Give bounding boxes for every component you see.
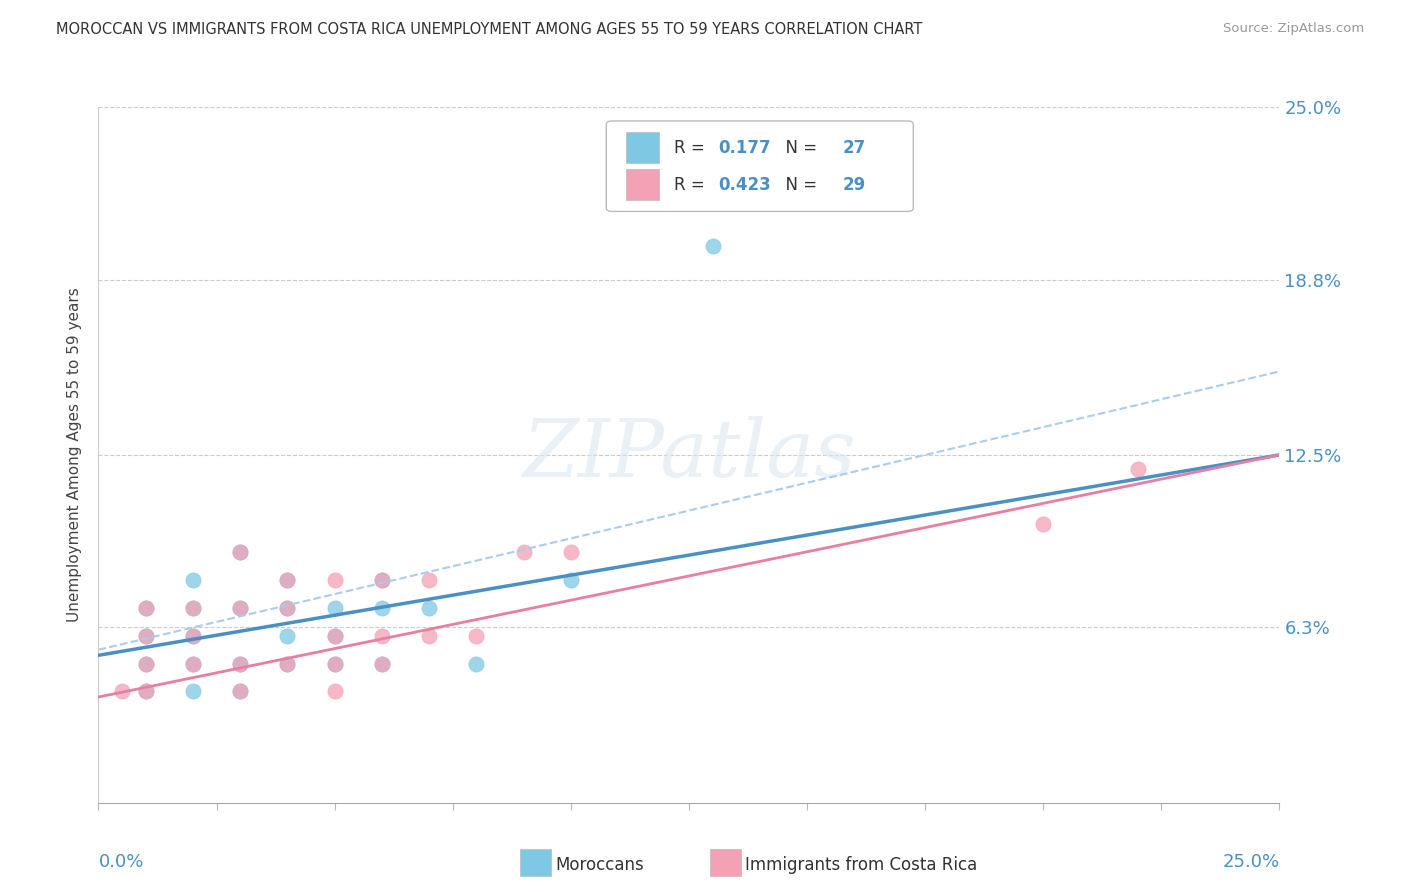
Text: MOROCCAN VS IMMIGRANTS FROM COSTA RICA UNEMPLOYMENT AMONG AGES 55 TO 59 YEARS CO: MOROCCAN VS IMMIGRANTS FROM COSTA RICA U…: [56, 22, 922, 37]
Point: [181, 601, 204, 615]
Point: [512, 545, 534, 559]
Point: [418, 629, 440, 643]
Point: [323, 657, 346, 671]
Point: [135, 684, 157, 698]
Point: [229, 545, 252, 559]
Point: [371, 657, 394, 671]
Point: [323, 684, 346, 698]
Point: [181, 684, 204, 698]
Point: [229, 601, 252, 615]
Point: [135, 601, 157, 615]
Point: [323, 629, 346, 643]
Text: 0.177: 0.177: [718, 139, 770, 157]
Text: R =: R =: [673, 139, 710, 157]
Point: [276, 601, 298, 615]
Point: [323, 629, 346, 643]
Point: [229, 684, 252, 698]
Text: Moroccans: Moroccans: [555, 856, 644, 874]
Point: [371, 573, 394, 587]
Point: [560, 573, 582, 587]
Point: [135, 601, 157, 615]
Text: N =: N =: [775, 139, 823, 157]
Text: 25.0%: 25.0%: [1222, 853, 1279, 871]
Text: 29: 29: [842, 176, 866, 194]
Text: Immigrants from Costa Rica: Immigrants from Costa Rica: [745, 856, 977, 874]
Point: [465, 657, 488, 671]
Text: 0.423: 0.423: [718, 176, 772, 194]
Point: [702, 239, 724, 253]
Point: [276, 601, 298, 615]
Point: [229, 545, 252, 559]
Point: [229, 684, 252, 698]
Text: 27: 27: [842, 139, 866, 157]
Point: [135, 684, 157, 698]
Point: [560, 545, 582, 559]
Point: [418, 573, 440, 587]
Point: [181, 601, 204, 615]
Point: [1032, 517, 1054, 532]
FancyBboxPatch shape: [606, 121, 914, 211]
Point: [181, 629, 204, 643]
Point: [135, 629, 157, 643]
Point: [323, 573, 346, 587]
Point: [135, 629, 157, 643]
Point: [371, 657, 394, 671]
Point: [465, 629, 488, 643]
Point: [418, 601, 440, 615]
Text: N =: N =: [775, 176, 823, 194]
Point: [181, 629, 204, 643]
Point: [135, 657, 157, 671]
Point: [229, 601, 252, 615]
Point: [276, 657, 298, 671]
Bar: [626, 169, 659, 200]
Point: [1126, 462, 1149, 476]
Point: [276, 629, 298, 643]
Point: [371, 629, 394, 643]
Point: [181, 573, 204, 587]
Point: [276, 657, 298, 671]
Point: [111, 684, 134, 698]
Point: [181, 657, 204, 671]
Text: R =: R =: [673, 176, 710, 194]
Point: [276, 573, 298, 587]
Point: [276, 573, 298, 587]
Y-axis label: Unemployment Among Ages 55 to 59 years: Unemployment Among Ages 55 to 59 years: [67, 287, 83, 623]
Text: Source: ZipAtlas.com: Source: ZipAtlas.com: [1223, 22, 1364, 36]
Text: ZIPatlas: ZIPatlas: [522, 417, 856, 493]
Point: [181, 657, 204, 671]
Point: [371, 573, 394, 587]
Point: [135, 657, 157, 671]
Point: [229, 657, 252, 671]
Point: [323, 601, 346, 615]
Point: [229, 657, 252, 671]
Point: [371, 601, 394, 615]
Bar: [626, 132, 659, 163]
Point: [323, 657, 346, 671]
Text: 0.0%: 0.0%: [98, 853, 143, 871]
